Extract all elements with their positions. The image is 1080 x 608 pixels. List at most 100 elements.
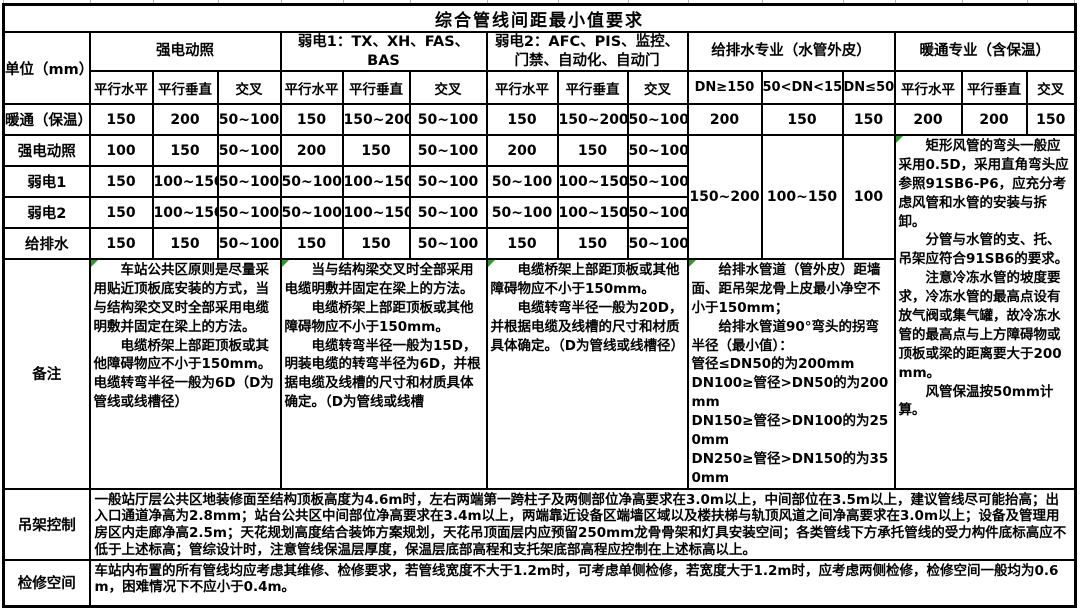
inspection-space-text: 车站内布置的所有管线均应考虑其维修、检修要求，若管线宽度不大于1.2m时，可考虑… (94, 562, 1059, 596)
subcol-header: 交叉 (216, 70, 282, 105)
cell-flag-icon (896, 136, 903, 143)
subcol-header: 交叉 (1025, 70, 1077, 105)
row-label-ruodian2: 弱电2 (2, 196, 91, 229)
remark-text: 给排水管道（管外皮）距墙面、距吊架龙骨上皮最小净空不小于150mm； 给排水管道… (691, 262, 889, 486)
spacing-value: 100~150 (341, 196, 411, 229)
group-header-ruodian2: 弱电2：AFC、PIS、监控、门禁、自动化、自动门 (485, 31, 689, 72)
spacing-value: 150 (1025, 103, 1077, 136)
spacing-value: 150 (556, 134, 629, 167)
row-label-qiangdian: 强电动照 (2, 134, 91, 167)
remark-cell-ruodian1: 当与结构梁交叉时全部采用电缆明敷并固定在梁上的方法。 电缆桥架上部距顶板或其他障… (279, 258, 488, 490)
spacing-value: 50~100 (279, 196, 344, 229)
spacing-value: 150~200 (556, 103, 629, 136)
subcol-header: 平行水平 (893, 70, 963, 105)
spacing-value: 100~150 (341, 165, 411, 198)
subcol-header: 平行水平 (88, 70, 154, 105)
spacing-value: 50~100 (626, 196, 689, 229)
spacing-value: 200 (960, 103, 1028, 136)
spacing-value: 150 (279, 103, 344, 136)
water-merged-value-dn50: 100 (841, 134, 896, 260)
remark-text: 当与结构梁交叉时全部采用电缆明敷并固定在梁上的方法。 电缆桥架上部距顶板或其他障… (284, 262, 481, 411)
spacing-value: 100~150 (556, 165, 629, 198)
remark-cell-qiangdian: 车站公共区原则是尽量采用贴近顶板底安装的方式，当与结构梁交叉时全部采用电缆明敷并… (88, 258, 282, 490)
remark-cell-geipaishui: 给排水管道（管外皮）距墙面、距吊架龙骨上皮最小净空不小于150mm； 给排水管道… (686, 258, 896, 490)
spacing-value: 50~100 (408, 165, 488, 198)
subcol-header: 平行水平 (485, 70, 559, 105)
remark-cell-ruodian2: 电缆桥架上部距顶板或其他障碍物应不小于150mm。 电缆转弯半径一般为20D，并… (485, 258, 689, 490)
spacing-value: 200 (279, 134, 344, 167)
row-label-nuantong: 暖通（保温） (2, 103, 91, 136)
spacing-value: 50~100 (216, 103, 282, 136)
table-title: 综合管线间距最小值要求 (2, 3, 1077, 33)
subcol-header-dn50-150: 50<DN<150 (760, 70, 844, 105)
spacing-value: 150 (88, 103, 154, 136)
group-header-geipaishui: 给排水专业（水管外皮） (686, 31, 896, 72)
cell-flag-icon (689, 260, 696, 267)
subcol-header: 平行垂直 (151, 70, 219, 105)
spacing-value: 150 (151, 134, 219, 167)
spacing-value: 100~150 (556, 196, 629, 229)
spacing-value: 150 (88, 196, 154, 229)
spacing-value: 100 (88, 134, 154, 167)
hvac-note-cell: 矩形风管的弯头一般应采用0.5D，采用直角弯头应参照91SB6-P6，应充分考虑… (893, 134, 1077, 490)
spacing-value: 200 (893, 103, 963, 136)
spacing-value: 50~100 (279, 165, 344, 198)
spacing-value: 50~100 (485, 196, 559, 229)
hvac-note-text: 矩形风管的弯头一般应采用0.5D，采用直角弯头应参照91SB6-P6，应充分考虑… (898, 138, 1069, 419)
spacing-value: 200 (686, 103, 763, 136)
subcol-header: 交叉 (626, 70, 689, 105)
spacing-value: 150 (485, 103, 559, 136)
row-label-geipaishui: 给排水 (2, 227, 91, 260)
subcol-header: 平行水平 (279, 70, 344, 105)
water-merged-value-dn150: 150~200 (686, 134, 763, 260)
spacing-value: 100~150 (151, 196, 219, 229)
water-merged-value-dn50-150: 100~150 (760, 134, 844, 260)
row-label-diaojia: 吊架控制 (2, 487, 91, 561)
cell-flag-icon (282, 260, 289, 267)
row-label-beizhu: 备注 (2, 258, 91, 490)
spacing-value: 200 (485, 134, 559, 167)
spacing-value: 50~100 (216, 196, 282, 229)
spacing-value: 150 (88, 165, 154, 198)
spacing-value: 50~100 (408, 227, 488, 260)
spacing-value: 150~200 (341, 103, 411, 136)
subcol-header: 平行垂直 (960, 70, 1028, 105)
subcol-header-dn50: DN≤50 (841, 70, 896, 105)
remark-text: 电缆桥架上部距顶板或其他障碍物应不小于150mm。 电缆转弯半径一般为20D，并… (490, 262, 684, 354)
group-header-qiangdian: 强电动照 (88, 31, 282, 72)
spacing-value: 150 (88, 227, 154, 260)
cell-flag-icon (91, 260, 98, 267)
spacing-value: 50~100 (626, 134, 689, 167)
spacing-value: 150 (279, 227, 344, 260)
spacing-value: 150 (556, 227, 629, 260)
row-label-jianxiu: 检修空间 (2, 558, 91, 608)
spacing-value: 50~100 (216, 134, 282, 167)
spacing-value: 50~100 (408, 196, 488, 229)
spacing-value: 50~100 (408, 103, 488, 136)
spacing-value: 50~100 (626, 227, 689, 260)
spacing-value: 50~100 (626, 103, 689, 136)
subcol-header-dn150: DN≥150 (686, 70, 763, 105)
spacing-value: 150 (341, 227, 411, 260)
spacing-value: 50~100 (485, 165, 559, 198)
pipeline-spacing-table: 综合管线间距最小值要求 单位（mm） 强电动照 弱电1：TX、XH、FAS、BA… (2, 3, 1077, 608)
group-header-nuantong: 暖通专业（含保温） (893, 31, 1077, 72)
spacing-value: 50~100 (408, 134, 488, 167)
group-header-ruodian1: 弱电1：TX、XH、FAS、BAS (279, 31, 488, 72)
hanger-control-cell: 一般站厅层公共区地装修面至结构顶板高度为4.6m时，左右两端第一跨柱子及两侧部位… (88, 487, 1077, 561)
spacing-value: 50~100 (626, 165, 689, 198)
subcol-header: 平行垂直 (556, 70, 629, 105)
spacing-value: 50~100 (216, 227, 282, 260)
hanger-control-text: 一般站厅层公共区地装修面至结构顶板高度为4.6m时，左右两端第一跨柱子及两侧部位… (94, 491, 1067, 558)
inspection-space-cell: 车站内布置的所有管线均应考虑其维修、检修要求，若管线宽度不大于1.2m时，可考虑… (88, 558, 1077, 608)
spacing-value: 150 (485, 227, 559, 260)
cell-flag-icon (488, 260, 495, 267)
spacing-value: 200 (151, 103, 219, 136)
spacing-value: 150 (151, 227, 219, 260)
spacing-value: 100~150 (151, 165, 219, 198)
subcol-header: 交叉 (408, 70, 488, 105)
unit-header-cell: 单位（mm） (2, 31, 91, 105)
spacing-value: 50~100 (216, 165, 282, 198)
row-label-ruodian1: 弱电1 (2, 165, 91, 198)
spacing-value: 150 (341, 134, 411, 167)
